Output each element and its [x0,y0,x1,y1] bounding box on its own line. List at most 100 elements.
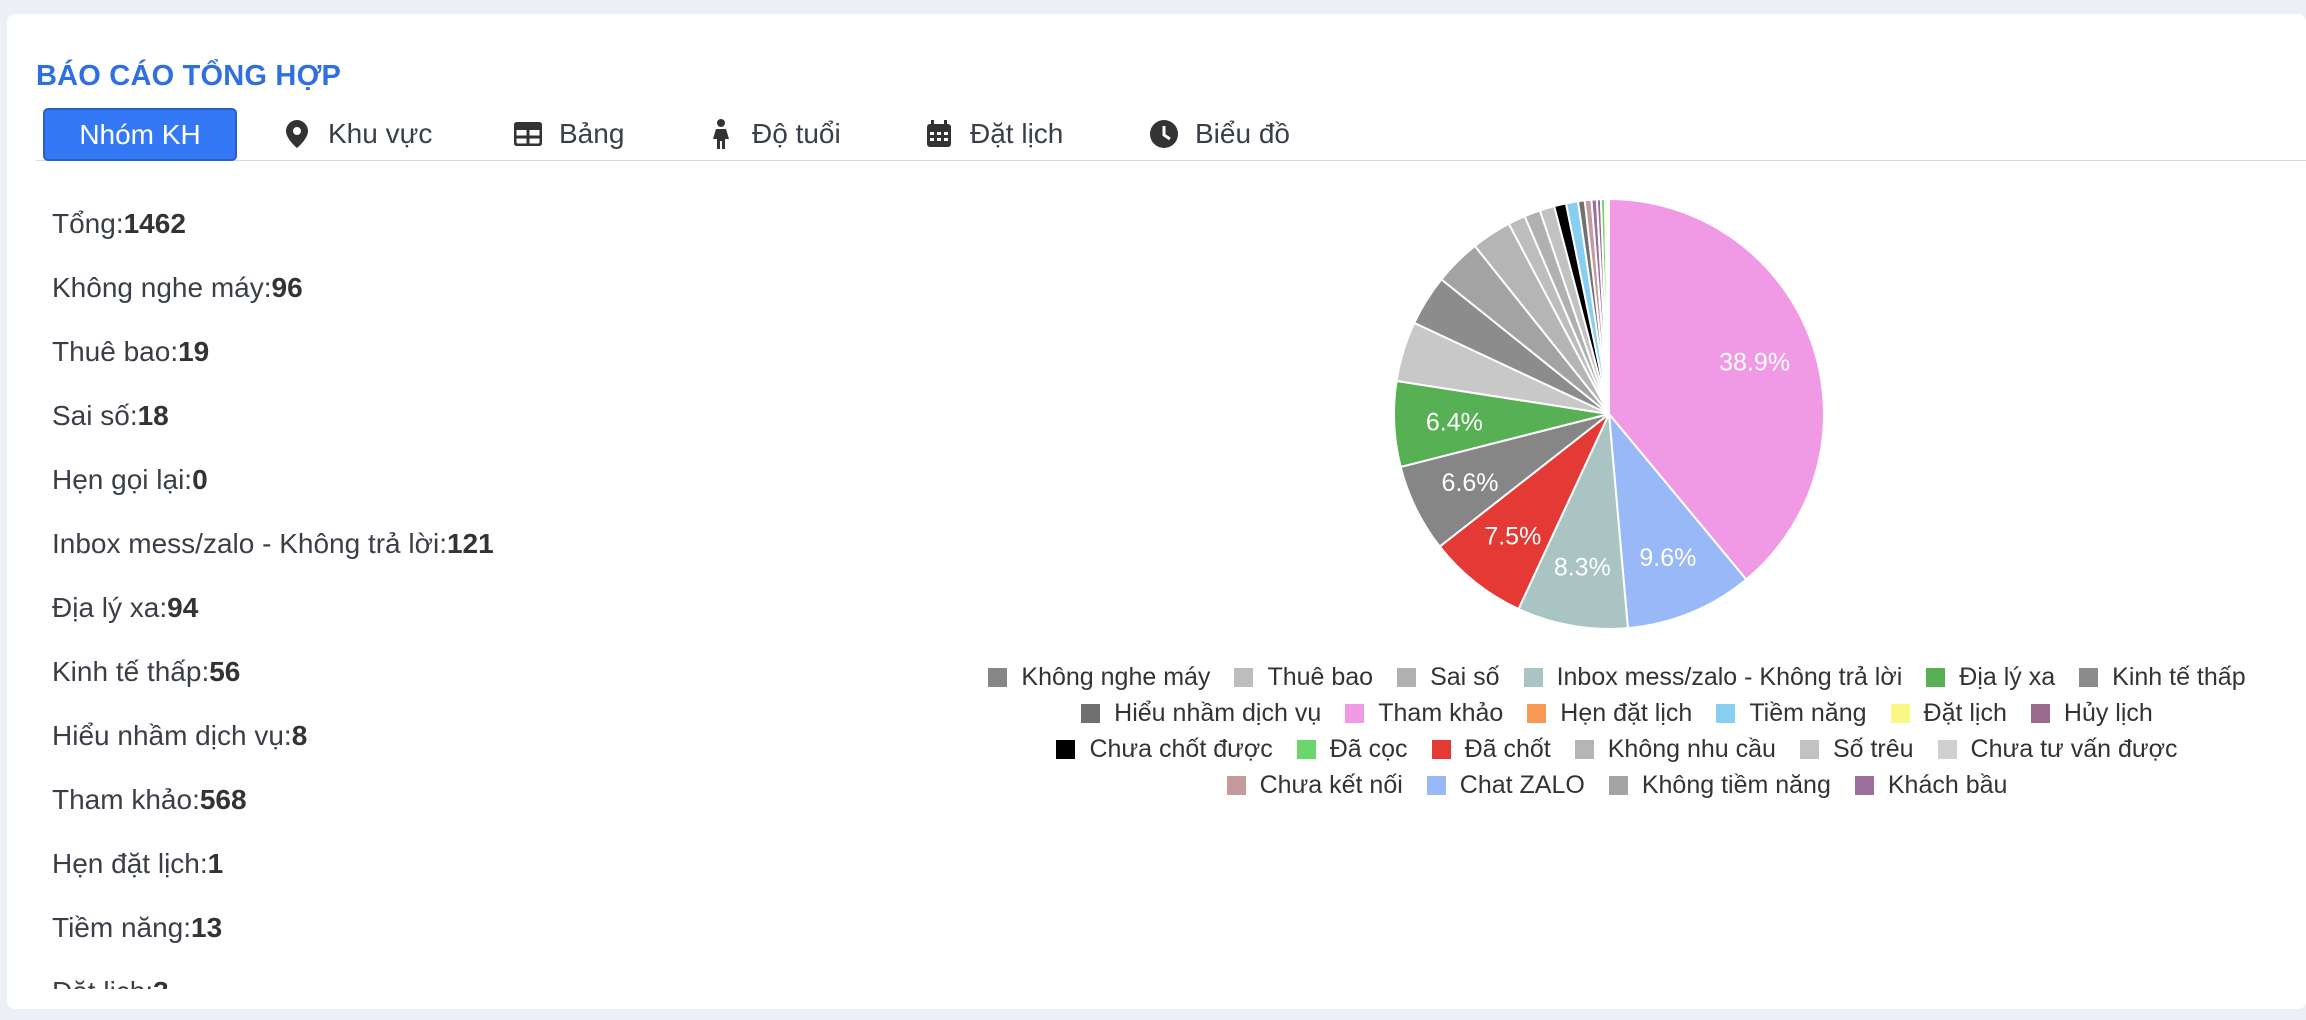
page-title: BÁO CÁO TỔNG HỢP [36,60,342,92]
stats-list: Tổng:1462 Không nghe máy:96 Thuê bao:19 … [52,199,752,989]
tab-dat-lich[interactable]: Đặt lịch [924,108,1063,160]
legend-swatch [2030,703,2050,723]
legend-label: Đặt lịch [1923,698,2007,727]
legend-item[interactable]: Hiểu nhầm dịch vụ [1081,698,1322,727]
tab-label: Biểu đồ [1195,118,1290,149]
legend-item[interactable]: Chưa tư vấn được [1937,735,2178,763]
tab-do-tuoi[interactable]: Độ tuổi [706,108,841,160]
pie-slice-label: 9.6% [1639,544,1696,572]
stat-item: Không nghe máy:96 [52,263,752,327]
legend-label: Kinh tế thấp [2112,662,2246,691]
legend-label: Hiểu nhầm dịch vụ [1114,698,1322,727]
stat-label: Địa lý xa: [52,592,168,623]
legend-item[interactable]: Kinh tế thấp [2079,662,2246,691]
legend-item[interactable]: Thuê bao [1234,663,1373,691]
stat-label: Hiểu nhầm dịch vụ: [52,720,292,751]
legend-swatch [1081,703,1101,723]
stat-label: Tham khảo: [52,784,200,815]
legend-label: Chat ZALO [1459,770,1585,799]
stat-label: Không nghe máy: [52,272,272,303]
legend-swatch [1426,775,1446,795]
tab-label: Khu vực [328,118,433,149]
tab-bang[interactable]: Bảng [513,108,624,160]
stat-item: Sai số:18 [52,391,752,455]
legend-item[interactable]: Số trêu [1799,734,1914,763]
legend-swatch [1296,739,1316,759]
legend-swatch [2079,667,2099,687]
stat-item: Tham khảo:568 [52,775,752,839]
stat-label: Kinh tế thấp: [52,656,210,687]
tab-label: Bảng [559,118,625,149]
tab-nhom-kh[interactable]: Nhóm KH [43,108,237,161]
legend-item[interactable]: Tham khảo [1345,698,1504,727]
legend-swatch [1226,775,1246,795]
stat-value: 8 [291,720,308,751]
stat-value: 96 [271,272,303,303]
legend-item[interactable]: Khách bầu [1854,770,2008,799]
legend-swatch [1527,703,1547,723]
legend-item[interactable]: Hủy lịch [2030,698,2153,727]
legend-label: Không nghe máy [1021,662,1211,691]
stat-value: 56 [209,656,241,687]
legend-swatch [988,667,1008,687]
tab-bieu-do[interactable]: Biểu đồ [1149,108,1290,160]
stat-value: 121 [446,528,494,559]
legend-item[interactable]: Không nhu cầu [1574,734,1776,763]
pie-slice-label: 6.4% [1426,408,1483,436]
legend-swatch [1056,739,1076,759]
pie-slice[interactable] [1608,197,1825,581]
pie-slice-label: 8.3% [1554,553,1611,581]
stat-label: Tổng: [52,208,124,239]
legend-item[interactable]: Đã cọc [1296,735,1408,763]
stat-item: Đặt lịch:3 [52,967,752,989]
stat-item: Hẹn gọi lại:0 [52,455,752,519]
pie-slice-label: 38.9% [1719,348,1790,376]
legend-item[interactable]: Tiềm năng [1716,698,1867,727]
legend-label: Khách bầu [1887,770,2008,799]
legend-item[interactable]: Đặt lịch [1890,698,2007,727]
legend-swatch [1397,667,1417,687]
legend-swatch [1234,667,1254,687]
tab-label: Độ tuổi [752,118,841,149]
legend-label: Địa lý xa [1959,662,2056,691]
legend-label: Tham khảo [1378,698,1504,727]
tab-bar: Nhóm KH Khu vực Bảng Độ tuổi Đặt lịch [36,108,2306,161]
stat-item: Tiềm năng:13 [52,903,752,967]
legend-label: Không nhu cầu [1607,734,1776,763]
legend-item[interactable]: Địa lý xa [1926,662,2056,691]
stat-value: 3 [153,976,169,989]
legend-item[interactable]: Chat ZALO [1426,770,1585,799]
stat-item: Thuê bao:19 [52,327,752,391]
legend-label: Tiềm năng [1749,698,1867,727]
report-card: BÁO CÁO TỔNG HỢP Nhóm KH Khu vực Bảng Độ… [7,14,2306,1009]
stat-label: Hẹn đặt lịch: [52,848,208,879]
legend-item[interactable]: Chưa chốt được [1056,735,1273,763]
pie-slice[interactable] [1438,413,1610,611]
stat-label: Đặt lịch: [52,976,153,989]
legend-label: Chưa kết nối [1259,770,1403,799]
stat-item: Inbox mess/zalo - Không trả lời:121 [52,519,752,583]
table-icon [513,119,543,149]
legend-item[interactable]: Hẹn đặt lịch [1527,699,1692,727]
tab-khu-vuc[interactable]: Khu vực [282,108,432,160]
legend-item[interactable]: Không nghe máy [988,662,1211,691]
legend-item[interactable]: Chưa kết nối [1226,770,1403,799]
legend-item[interactable]: Không tiềm năng [1608,771,1831,799]
legend-item[interactable]: Inbox mess/zalo - Không trả lời [1523,663,1902,691]
tab-label: Đặt lịch [970,118,1064,149]
legend-label: Hủy lịch [2063,698,2153,727]
stat-item: Địa lý xa:94 [52,583,752,647]
pie-slice[interactable] [1606,197,1610,415]
legend-label: Số trêu [1832,734,1914,763]
stat-label: Tiềm năng: [52,912,192,943]
calendar-icon [924,119,954,149]
pie-slice[interactable] [1517,410,1630,630]
person-icon [706,119,736,149]
stat-value: 18 [137,400,169,431]
legend-item[interactable]: Đã chốt [1431,735,1551,763]
stat-item: Kinh tế thấp:56 [52,647,752,711]
pie-slice[interactable] [1607,410,1748,630]
pie-slice-label: 6.6% [1442,469,1499,497]
clock-icon [1149,119,1179,149]
legend-item[interactable]: Sai số [1397,663,1500,691]
